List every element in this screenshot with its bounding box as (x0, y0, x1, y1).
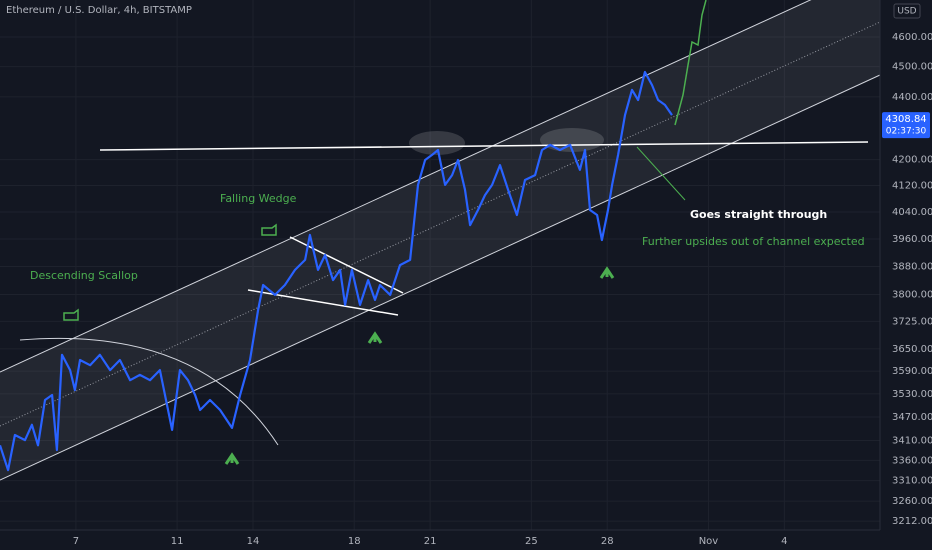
x-tick-label: 21 (424, 536, 437, 547)
currency: USD (897, 7, 916, 17)
y-tick-label: 3650.00 (892, 344, 932, 355)
x-axis-bg (0, 530, 932, 550)
y-tick-label: 3880.00 (892, 261, 932, 272)
y-tick-label: 3725.00 (892, 316, 932, 327)
resistance-line (99, 141, 869, 151)
y-tick-label: 3960.00 (892, 234, 932, 245)
price-line (0, 70, 673, 472)
up-arrow (599, 266, 615, 279)
marks (0, 70, 673, 472)
y-tick-label: 3800.00 (892, 290, 932, 301)
x-tick-label: 18 (348, 536, 361, 547)
y-axis-bg (880, 0, 932, 550)
y-tick-label: 4500.00 (892, 62, 932, 73)
y-tick-label: 3310.00 (892, 476, 932, 487)
scallop-arc (19, 337, 279, 446)
x-tick-label: Nov (699, 536, 719, 547)
hand-icon (63, 308, 79, 321)
annotation: Falling Wedge (220, 192, 297, 205)
y-tick-label: 3260.00 (892, 496, 932, 507)
x-tick-label: 11 (171, 536, 184, 547)
annotation: Further upsides out of channel expected (642, 235, 865, 248)
y-tick-label: 4120.00 (892, 181, 932, 192)
wedge-line (289, 236, 404, 294)
chart-title: Ethereum / U.S. Dollar, 4h, BITSTAMP (6, 5, 192, 16)
x-tick-label: 28 (601, 536, 614, 547)
axes: 4600.00 4500.00 4400.00 4200.00 4120.00 4040.… (73, 32, 932, 547)
hand-icon (261, 223, 277, 236)
y-tick-label: 4040.00 (892, 207, 932, 218)
last-price: 4308.84 (885, 114, 926, 125)
price-label-box (882, 112, 930, 139)
y-tick-label: 3212.00 (892, 516, 932, 527)
annotation: Descending Scallop (30, 269, 138, 282)
up-arrow (367, 331, 383, 344)
y-tick-label: 3470.00 (892, 412, 932, 423)
highlight (409, 131, 465, 155)
channel-upper (0, 0, 812, 373)
y-tick-label: 4400.00 (892, 92, 932, 103)
projection (674, 0, 707, 126)
y-tick-label: 3410.00 (892, 436, 932, 447)
countdown: 02:37:30 (886, 127, 927, 137)
pointer-line (636, 146, 686, 201)
y-tick-label: 3360.00 (892, 455, 932, 466)
y-tick-label: 3590.00 (892, 366, 932, 377)
y-tick-label: 3530.00 (892, 389, 932, 400)
x-tick-label: 25 (525, 536, 538, 547)
channel-lower (0, 74, 881, 481)
x-tick-label: 7 (73, 536, 79, 547)
y-tick-label: 4600.00 (892, 32, 932, 43)
currency-box (893, 3, 921, 19)
channel-fill (0, 0, 880, 480)
x-tick-label: 4 (781, 536, 787, 547)
grid (0, 0, 880, 530)
annotation: Goes straight through (690, 208, 827, 221)
y-tick-label: 4200.00 (892, 155, 932, 166)
x-tick-label: 14 (247, 536, 260, 547)
up-arrow (224, 452, 240, 465)
